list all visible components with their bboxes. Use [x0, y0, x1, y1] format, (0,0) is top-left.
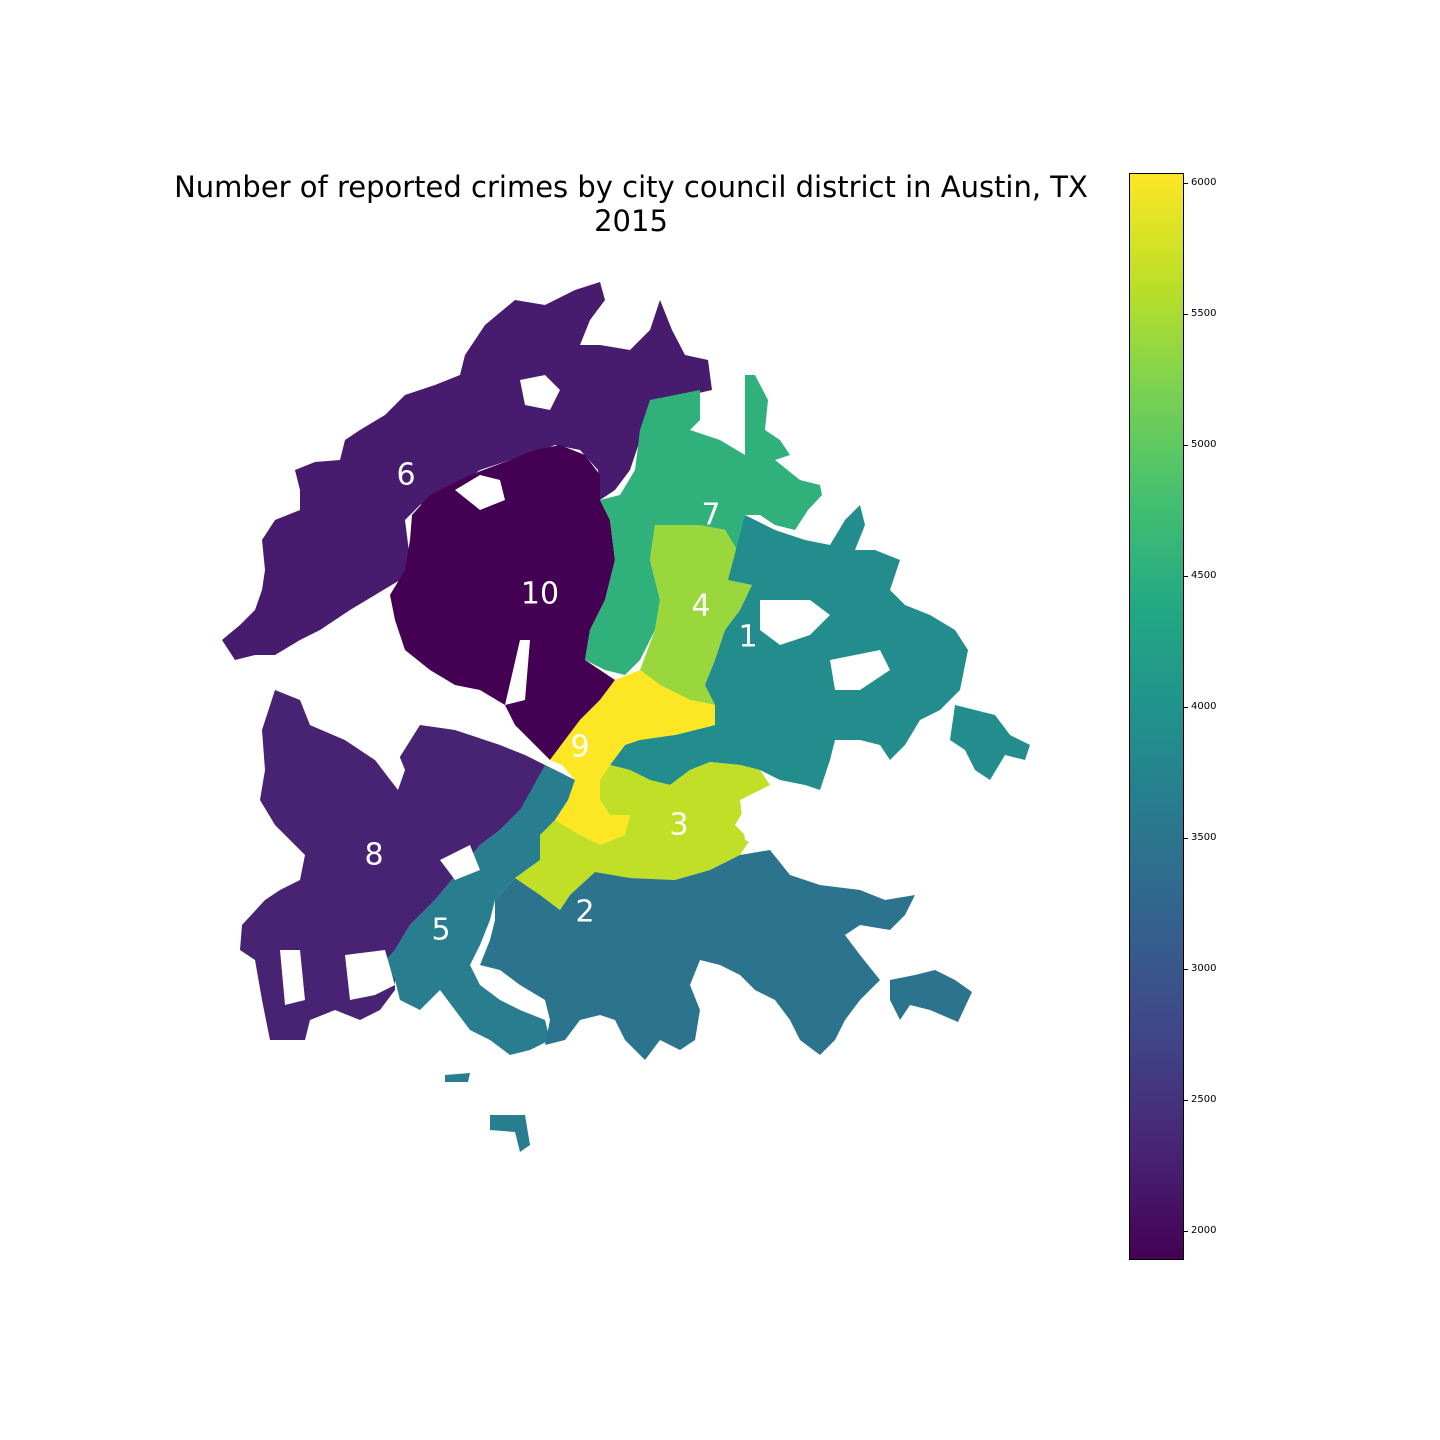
colorbar-gradient — [1130, 174, 1183, 1259]
colorbar-tick-label: 4500 — [1191, 570, 1217, 582]
district-8 — [240, 690, 565, 1040]
district-4 — [640, 525, 752, 705]
district-5-south-part — [445, 1073, 470, 1082]
chart-title-line-1: Number of reported crimes by city counci… — [174, 170, 1088, 204]
chart-title: Number of reported crimes by city counci… — [122, 170, 1140, 238]
district-9 — [550, 670, 715, 845]
colorbar-tick-label: 6000 — [1191, 177, 1217, 189]
colorbar-tick-mark — [1184, 969, 1188, 971]
district-label-2: 2 — [575, 895, 594, 930]
colorbar-tick-label: 3500 — [1191, 832, 1217, 844]
colorbar-tick-mark — [1184, 707, 1188, 709]
colorbar-tick-label: 2000 — [1191, 1225, 1217, 1237]
chart-title-line-2: 2015 — [594, 204, 668, 238]
district-5 — [385, 765, 575, 1055]
district-2 — [480, 850, 915, 1060]
colorbar-tick-mark — [1184, 183, 1188, 185]
colorbar-ticks: 2000 2500 3000 3500 4000 4500 5000 5500 6000 — [1184, 173, 1244, 1260]
district-5-south-part-2 — [490, 1115, 530, 1152]
colorbar-tick-mark — [1184, 838, 1188, 840]
district-label-4: 4 — [691, 589, 710, 624]
colorbar — [1129, 173, 1184, 1260]
colorbar-tick-mark — [1184, 1100, 1188, 1102]
district-1 — [610, 505, 968, 790]
district-label-7: 7 — [701, 498, 720, 533]
district-label-6: 6 — [396, 458, 415, 493]
district-label-3: 3 — [669, 808, 688, 843]
district-label-8: 8 — [364, 838, 383, 873]
district-label-9: 9 — [570, 730, 589, 765]
district-2-east-part — [890, 970, 972, 1022]
district-label-10: 10 — [521, 577, 559, 612]
colorbar-tick-label: 3000 — [1191, 963, 1217, 975]
colorbar-tick-label: 5500 — [1191, 308, 1217, 320]
district-label-5: 5 — [431, 913, 450, 948]
district-7 — [585, 375, 822, 675]
colorbar-tick-label: 5000 — [1191, 439, 1217, 451]
colorbar-tick-mark — [1184, 445, 1188, 447]
colorbar-tick-label: 2500 — [1191, 1094, 1217, 1106]
district-3 — [515, 762, 770, 910]
district-6 — [222, 282, 712, 660]
district-10 — [390, 445, 615, 760]
district-1-east-part — [950, 705, 1030, 780]
colorbar-tick-mark — [1184, 576, 1188, 578]
colorbar-tick-mark — [1184, 1231, 1188, 1233]
district-label-1: 1 — [738, 620, 757, 655]
colorbar-tick-mark — [1184, 314, 1188, 316]
colorbar-tick-label: 4000 — [1191, 701, 1217, 713]
map-holes — [280, 375, 890, 1005]
